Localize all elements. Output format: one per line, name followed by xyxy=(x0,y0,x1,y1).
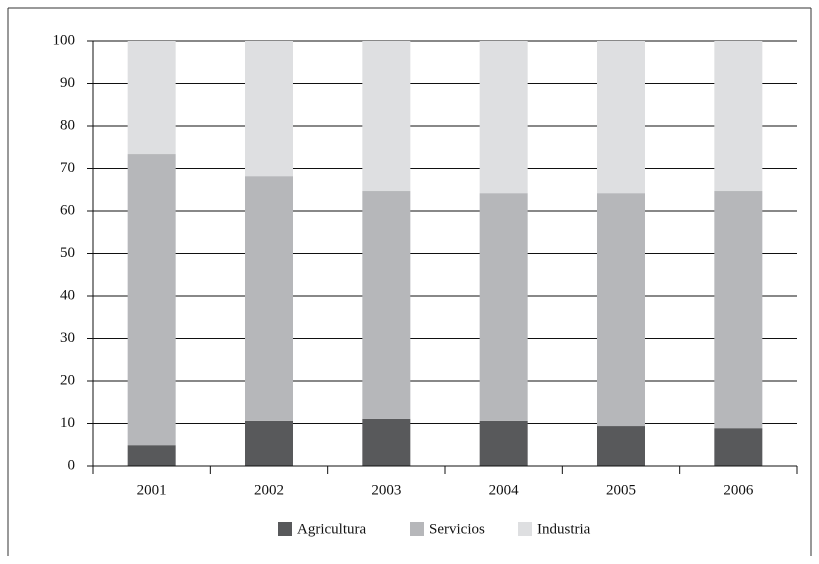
legend-swatch xyxy=(518,522,532,536)
legend-label: Agricultura xyxy=(297,521,366,537)
bar-segment xyxy=(479,420,528,466)
y-tick-label: 30 xyxy=(60,330,75,346)
legend-label: Servicios xyxy=(429,521,485,537)
y-tick-label: 80 xyxy=(60,117,75,133)
x-tick-label: 2001 xyxy=(137,482,167,498)
bar-segment xyxy=(714,428,763,466)
y-tick-label: 0 xyxy=(68,457,76,473)
bar-segment xyxy=(597,426,645,466)
y-tick-label: 100 xyxy=(53,32,76,48)
bar-segment xyxy=(714,41,763,192)
bar-segment xyxy=(127,154,176,446)
y-tick-label: 90 xyxy=(60,75,75,91)
bar-segment xyxy=(362,418,411,466)
bar-segment xyxy=(245,420,293,466)
bar-segment xyxy=(245,41,293,177)
x-tick-label: 2006 xyxy=(723,482,754,498)
x-tick-label: 2003 xyxy=(371,482,401,498)
bar-segment xyxy=(127,41,176,155)
bar-segment xyxy=(245,176,293,421)
bar-segment xyxy=(127,445,176,466)
x-tick-label: 2002 xyxy=(254,482,284,498)
legend-label: Industria xyxy=(537,521,591,537)
y-tick-label: 70 xyxy=(60,160,75,176)
bar-segment xyxy=(597,193,645,427)
bar-segment xyxy=(362,41,411,192)
legend-swatch xyxy=(410,522,424,536)
bar-segment xyxy=(714,191,763,429)
y-tick-label: 10 xyxy=(60,415,75,431)
x-tick-label: 2005 xyxy=(606,482,636,498)
bar-segment xyxy=(479,193,528,421)
bar-segment xyxy=(597,41,645,194)
y-tick-label: 50 xyxy=(60,245,75,261)
x-tick-label: 2004 xyxy=(489,482,520,498)
y-tick-label: 20 xyxy=(60,372,75,388)
y-tick-label: 40 xyxy=(60,287,75,303)
y-tick-label: 60 xyxy=(60,202,75,218)
legend-swatch xyxy=(278,522,292,536)
bar-segment xyxy=(479,41,528,194)
bar-segment xyxy=(362,191,411,419)
